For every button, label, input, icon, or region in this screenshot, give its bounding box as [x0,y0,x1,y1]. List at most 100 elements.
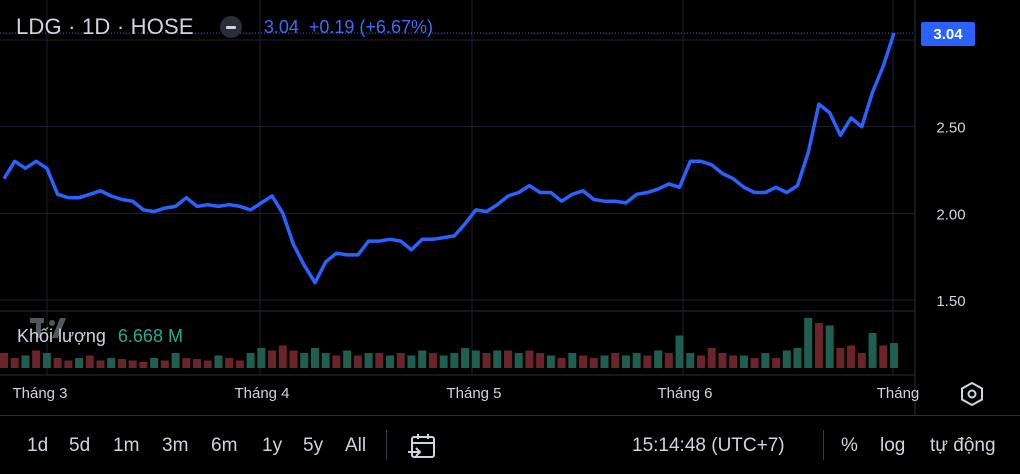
separator [823,430,824,460]
volume-bar [139,362,148,368]
volume-bar [193,359,202,368]
volume-bar [525,350,534,368]
price-tick-label: 1.50 [936,293,965,310]
volume-bar [235,360,244,368]
volume-bar [439,355,448,368]
range-6m[interactable]: 6m [211,435,238,456]
range-1y[interactable]: 1y [262,435,283,456]
volume-bar [107,358,116,368]
clock-timezone[interactable]: 15:14:48 (UTC+7) [632,435,785,456]
price-tick-label: 2.50 [936,120,965,137]
volume-bar [782,350,791,368]
time-tick-label: Tháng 4 [234,385,289,402]
auto-scale-toggle[interactable]: tự động [930,435,996,456]
volume-bar [300,353,309,368]
volume-bar [461,348,470,368]
volume-bar [546,355,555,368]
volume-bar [589,358,598,368]
range-all[interactable]: All [345,435,367,456]
volume-bar [600,355,609,368]
tradingview-logo-icon [30,314,74,349]
volume-bar [514,353,523,368]
volume-bar [707,348,716,368]
volume-bar [750,358,759,368]
volume-bar [321,353,330,368]
price-tick-label: 2.00 [936,206,965,223]
volume-bar [268,350,277,368]
bottom-toolbar: 1d 5d 1m 3m 6m 1y 5y All 15:14:48 (UTC+7… [0,415,1020,474]
volume-bar [117,359,126,368]
chart-legend: LDG · 1D · HOSE 3.04 +0.19 (+6.67%) [16,14,433,40]
calendar-goto-icon[interactable] [406,431,438,468]
volume-bar [332,355,341,368]
price-line [2,32,896,285]
volume-bar [814,323,823,368]
volume-bar [654,350,663,368]
percent-toggle[interactable]: % [841,435,858,456]
volume-bar [32,350,41,368]
volume-bar [386,355,395,368]
range-1d[interactable]: 1d [27,435,49,456]
volume-bar [739,355,748,368]
volume-bar [246,353,255,368]
volume-bar [64,360,73,368]
volume-bar [0,353,8,368]
time-axis[interactable]: Tháng 3 Tháng 4 Tháng 5 Tháng 6 Tháng [12,385,919,402]
minus-circle-icon[interactable] [219,16,242,38]
volume-bar [890,343,898,368]
volume-bar [375,353,384,368]
range-5y[interactable]: 5y [303,435,324,456]
volume-bar [847,345,856,368]
volume-bar [868,333,877,368]
quote-values: 3.04 +0.19 (+6.67%) [264,17,433,38]
volume-bar [643,355,652,368]
volume-bar [761,353,770,368]
volume-bar [857,353,866,368]
volume-bar [364,353,373,368]
volume-bar [772,358,781,368]
volume-bar [396,353,405,368]
separator [386,430,387,460]
log-toggle[interactable]: log [880,435,906,456]
hexagon-settings-icon[interactable] [959,381,985,412]
volume-bar [203,360,212,368]
volume-bar [718,353,727,368]
volume-bars [0,318,898,368]
grid-lines [0,0,916,415]
time-tick-label: Tháng 5 [446,385,501,402]
volume-bar [128,360,137,368]
volume-bar [214,355,223,368]
volume-bar [343,350,352,368]
volume-bar [450,353,459,368]
volume-bar [310,348,319,368]
volume-bar [257,348,266,368]
volume-bar [579,355,588,368]
range-1m[interactable]: 1m [113,435,140,456]
range-3m[interactable]: 3m [162,435,189,456]
price-chart[interactable]: 1.502.002.50 Tháng 3 Tháng 4 Tháng 5 Tháng … [0,0,1020,415]
volume-bar [621,355,630,368]
volume-bar [53,358,62,368]
volume-bar [675,335,684,368]
range-5d[interactable]: 5d [69,435,91,456]
volume-bar [21,355,30,368]
volume-bar [632,353,641,368]
volume-bar [536,353,545,368]
volume-bar [160,360,169,368]
time-tick-label: Tháng 3 [12,385,67,402]
volume-bar [85,355,94,368]
time-tick-label: Tháng [877,385,920,402]
volume-bar [686,353,695,368]
volume-bar [75,358,84,368]
symbol-title[interactable]: LDG · 1D · HOSE [16,14,194,39]
volume-bar [407,355,416,368]
price-axis[interactable]: 1.50 2.00 2.50 [936,120,965,310]
volume-value: 6.668 M [117,326,183,346]
volume-bar [664,353,673,368]
volume-bar [611,353,620,368]
volume-bar [804,318,813,368]
volume-bar [278,345,287,368]
volume-bar [493,350,502,368]
volume-bar [225,358,234,368]
volume-bar [150,358,159,368]
